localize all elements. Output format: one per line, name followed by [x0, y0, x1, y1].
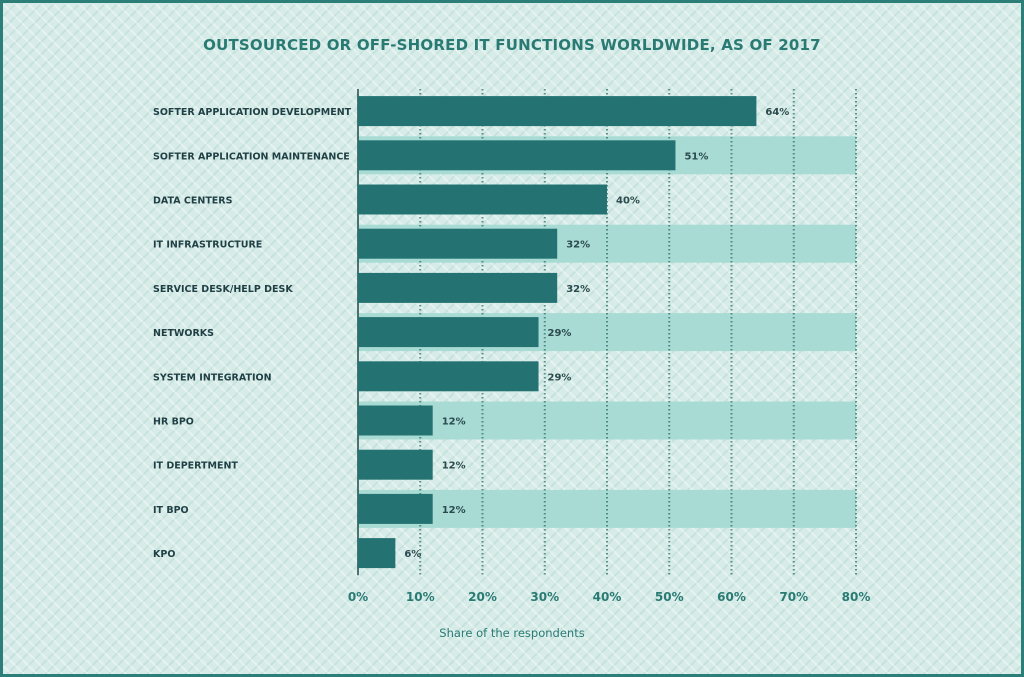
bars — [358, 96, 757, 569]
value-label: 12% — [442, 461, 466, 472]
x-tick-label: 10% — [406, 590, 435, 604]
category-label: IT BPO — [153, 505, 189, 516]
x-tick-label: 70% — [779, 590, 808, 604]
category-label: SERVICE DESK/HELP DESK — [153, 284, 293, 295]
x-tick-label: 30% — [530, 590, 559, 604]
chart-title: OUTSOURCED OR OFF-SHORED IT FUNCTIONS WO… — [203, 36, 821, 54]
category-label: DATA CENTERS — [153, 196, 233, 207]
bar — [358, 493, 433, 524]
bar — [358, 228, 558, 259]
x-axis-ticks: 0% 10% 20% 30% 40% 50% 60% 70% 80% — [348, 590, 871, 604]
value-label: 32% — [566, 284, 590, 295]
x-tick-label: 40% — [593, 590, 622, 604]
value-label: 6% — [404, 549, 421, 560]
bar — [358, 449, 433, 480]
value-label: 12% — [442, 505, 466, 516]
category-labels: SOFTER APPLICATION DEVELOPMENT SOFTER APP… — [153, 107, 352, 560]
bar — [358, 361, 539, 392]
bar — [358, 96, 757, 127]
category-label: IT INFRASTRUCTURE — [153, 240, 262, 251]
x-tick-label: 0% — [348, 590, 368, 604]
bar — [358, 140, 676, 171]
value-label: 51% — [684, 151, 708, 162]
x-tick-label: 80% — [842, 590, 871, 604]
bar — [358, 405, 433, 436]
x-tick-label: 20% — [468, 590, 497, 604]
bar — [358, 538, 396, 569]
value-label: 40% — [616, 196, 640, 207]
category-label: KPO — [153, 549, 175, 560]
bar — [358, 184, 607, 215]
bar — [358, 317, 539, 348]
x-tick-label: 50% — [655, 590, 684, 604]
category-label: SOFTER APPLICATION DEVELOPMENT — [153, 107, 352, 118]
x-tick-label: 60% — [717, 590, 746, 604]
value-labels: 64% 51% 40% 32% 32% 29% 29% 12% 12% 12% 6% — [404, 107, 789, 560]
value-label: 64% — [765, 107, 789, 118]
value-label: 12% — [442, 417, 466, 428]
category-label: IT DEPERTMENT — [153, 461, 238, 472]
value-label: 29% — [548, 372, 572, 383]
category-label: SOFTER APPLICATION MAINTENANCE — [153, 151, 350, 162]
x-axis-title: Share of the respondents — [439, 626, 584, 640]
value-label: 32% — [566, 240, 590, 251]
value-label: 29% — [548, 328, 572, 339]
bar — [358, 272, 558, 303]
category-label: SYSTEM INTEGRATION — [153, 372, 272, 383]
category-label: NETWORKS — [153, 328, 214, 339]
category-label: HR BPO — [153, 417, 194, 428]
